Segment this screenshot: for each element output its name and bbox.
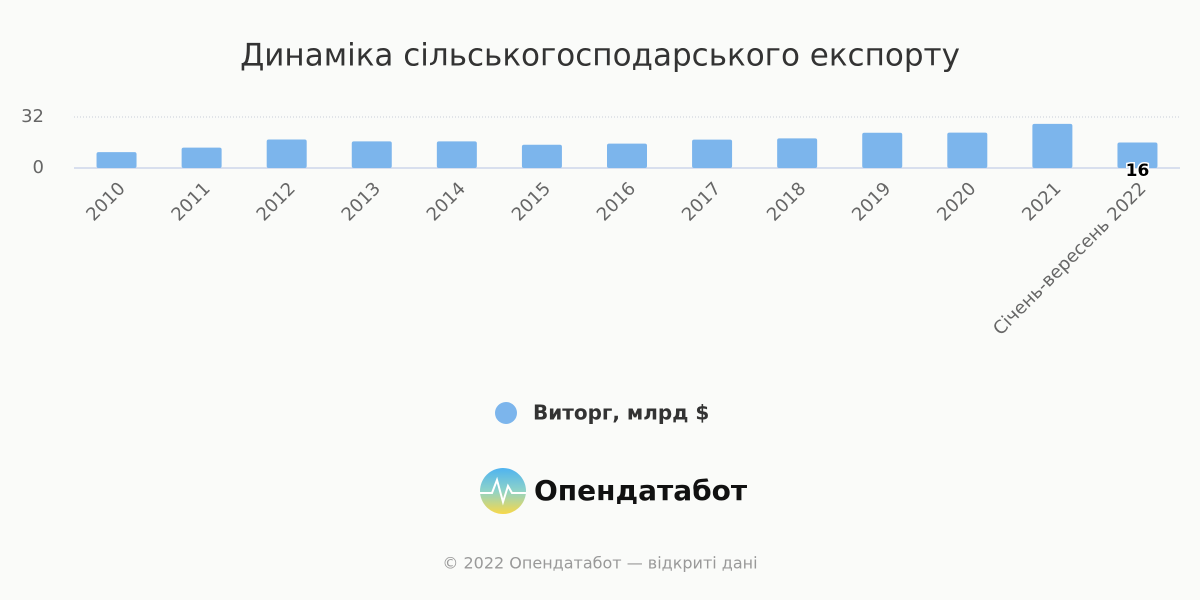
data-label: 16 — [1126, 161, 1150, 181]
logo-text: Опендатабот — [534, 474, 748, 507]
bar — [351, 141, 392, 168]
bar — [947, 132, 988, 168]
bar — [521, 144, 562, 168]
y-tick-label: 32 — [21, 106, 44, 127]
bar — [181, 147, 222, 168]
bar — [266, 139, 307, 168]
bar — [607, 143, 647, 168]
bar — [96, 152, 137, 168]
logo-pulse — [480, 476, 526, 506]
bar — [692, 139, 733, 168]
bar — [777, 138, 818, 168]
logo-icon — [480, 468, 526, 514]
logo: Опендатабот — [480, 468, 748, 514]
bar — [862, 132, 903, 168]
legend-marker — [495, 402, 517, 424]
chart-title: Динаміка сільськогосподарського експорту — [240, 38, 960, 74]
footer: © 2022 Опендатабот — відкриті дані — [442, 554, 757, 573]
legend-label: Виторг, млрд $ — [533, 401, 709, 425]
bar — [1117, 142, 1158, 168]
y-tick-label: 0 — [33, 157, 44, 178]
bar — [1032, 123, 1073, 168]
bar — [436, 141, 477, 168]
